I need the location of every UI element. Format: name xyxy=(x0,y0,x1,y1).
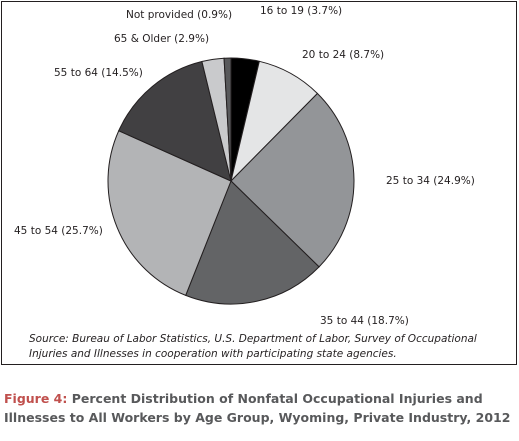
figure-title: Percent Distribution of Nonfatal Occupat… xyxy=(4,391,511,425)
slice-label: 16 to 19 (3.7%) xyxy=(260,5,342,17)
slice-label: 35 to 44 (18.7%) xyxy=(320,315,409,327)
figure-label: Figure 4: xyxy=(4,391,68,406)
slice-label: 65 & Older (2.9%) xyxy=(114,33,209,45)
pie-slice xyxy=(230,92,355,268)
chart-frame: 16 to 19 (3.7%) 20 to 24 (8.7%) 25 to 34 (… xyxy=(1,1,517,365)
pie-slice xyxy=(107,130,232,297)
source-note: Source: Bureau of Labor Statistics, U.S.… xyxy=(29,333,477,360)
slice-label: 55 to 64 (14.5%) xyxy=(54,67,143,79)
pie-chart: 16 to 19 (3.7%) 20 to 24 (8.7%) 25 to 34 (… xyxy=(14,5,475,327)
pie-slice xyxy=(118,60,232,182)
slice-label: Not provided (0.9%) xyxy=(126,9,232,21)
figure-caption: Figure 4: Percent Distribution of Nonfat… xyxy=(4,389,516,427)
pie-slice xyxy=(223,57,232,182)
slice-label: 20 to 24 (8.7%) xyxy=(302,49,384,61)
slice-label: 45 to 54 (25.7%) xyxy=(14,225,103,237)
slice-label: 25 to 34 (24.9%) xyxy=(386,175,475,187)
